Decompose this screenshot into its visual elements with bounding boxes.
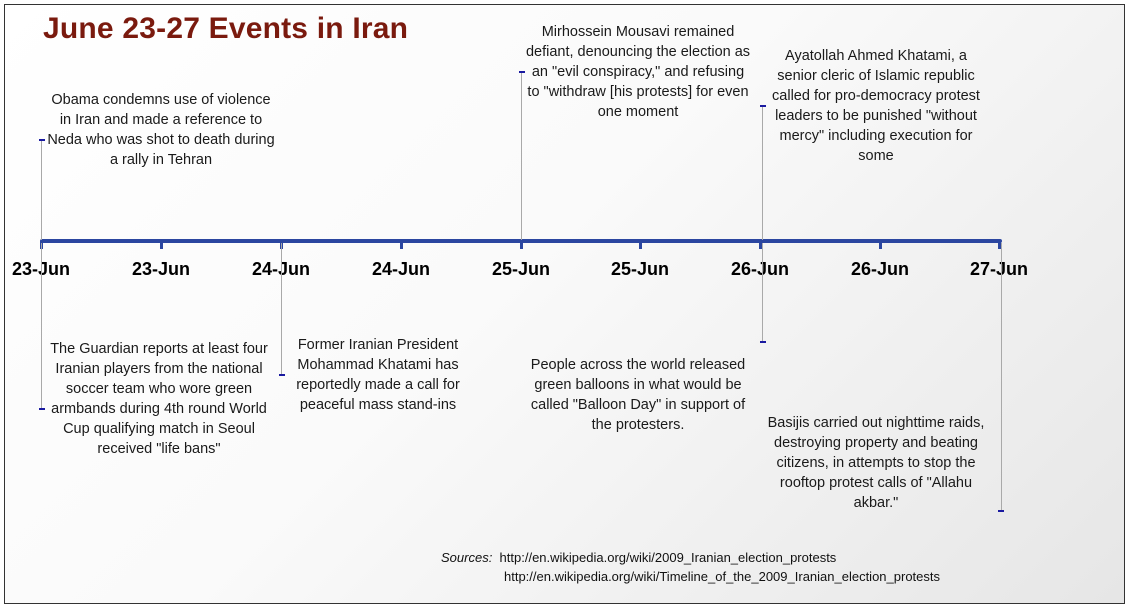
- timeline-frame: [4, 4, 1125, 604]
- event-marker: [760, 105, 766, 107]
- timeline-title: June 23-27 Events in Iran: [43, 12, 409, 45]
- event-stem: [521, 72, 522, 240]
- sources-note: Sources: http://en.wikipedia.org/wiki/20…: [441, 548, 940, 586]
- event-marker: [998, 510, 1004, 512]
- event-text: Former Iranian President Mohammad Khatam…: [296, 337, 460, 413]
- date-label: 23-Jun: [11, 259, 71, 279]
- date-label: 25-Jun: [491, 259, 551, 279]
- event-stem: [762, 243, 763, 342]
- event-text: The Guardian reports at least four Irani…: [50, 341, 268, 457]
- event-text: Ayatollah Ahmed Khatami, a senior cleric…: [772, 48, 980, 164]
- axis-tick: [160, 241, 163, 249]
- event-marker: [39, 408, 45, 410]
- source-url[interactable]: http://en.wikipedia.org/wiki/Timeline_of…: [504, 569, 941, 584]
- event-stem: [762, 106, 763, 240]
- date-label: 26-Jun: [730, 259, 790, 279]
- axis-tick: [998, 241, 1001, 249]
- date-label: 27-Jun: [969, 259, 1029, 279]
- event-marker: [279, 374, 285, 376]
- date-label: 23-Jun: [131, 259, 191, 279]
- axis-tick: [879, 241, 882, 249]
- source-url[interactable]: http://en.wikipedia.org/wiki/2009_Irania…: [499, 550, 837, 565]
- axis-tick: [639, 241, 642, 249]
- axis-tick: [759, 241, 762, 249]
- date-label: 24-Jun: [371, 259, 431, 279]
- event-text: People across the world released green b…: [530, 357, 746, 433]
- event-marker: [39, 139, 45, 141]
- event-marker: [760, 341, 766, 343]
- event-stem: [41, 243, 42, 409]
- event-stem: [281, 243, 282, 375]
- sources-label: Sources:: [441, 550, 493, 565]
- event-text: Mirhossein Mousavi remained defiant, den…: [525, 24, 751, 120]
- date-label: 25-Jun: [610, 259, 670, 279]
- event-stem: [41, 140, 42, 240]
- axis-tick: [400, 241, 403, 249]
- event-stem: [1001, 243, 1002, 511]
- event-text: Obama condemns use of violence in Iran a…: [47, 92, 275, 168]
- axis-tick: [520, 241, 523, 249]
- date-label: 26-Jun: [850, 259, 910, 279]
- event-marker: [519, 71, 525, 73]
- event-text: Basijis carried out nighttime raids, des…: [767, 415, 985, 511]
